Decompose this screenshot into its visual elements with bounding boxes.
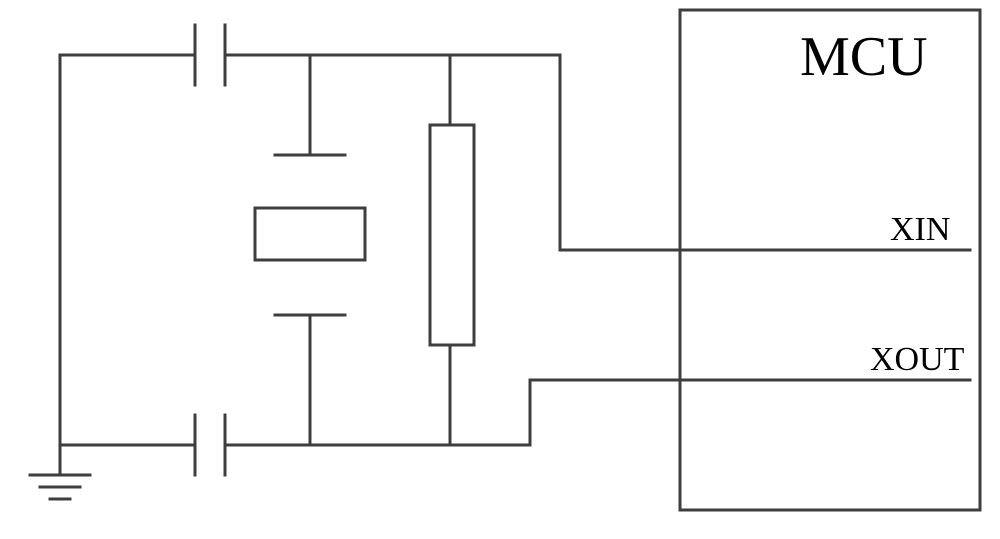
crystal-body <box>255 208 365 260</box>
resistor-body <box>430 125 474 345</box>
mcu-pin-xout-label: XOUT <box>870 341 965 378</box>
mcu-pin-xin-label: XIN <box>890 211 950 248</box>
mcu-label: MCU <box>800 26 928 88</box>
